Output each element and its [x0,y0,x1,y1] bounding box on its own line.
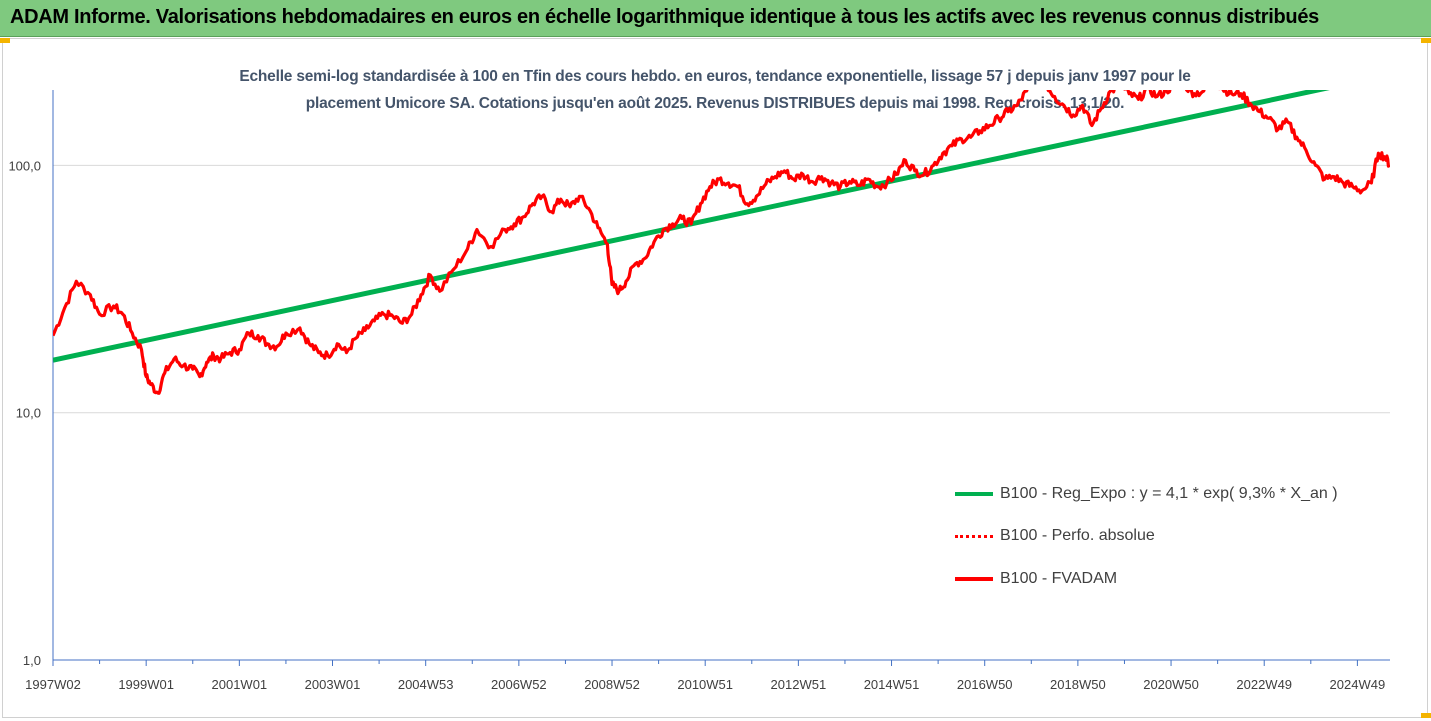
legend-swatch-regression [955,492,993,496]
legend-label-perfo: B100 - Perfo. absolue [1000,527,1155,544]
x-tick-label-14: 2024W49 [1330,677,1386,692]
y-tick-label-1: 10,0 [16,406,41,421]
legend-swatch-perfo [955,534,993,538]
x-tick-label-4: 2004W53 [398,677,454,692]
legend-swatch-fvadam [955,577,993,581]
x-tick-label-13: 2022W49 [1236,677,1292,692]
x-tick-label-8: 2012W51 [771,677,827,692]
x-tick-label-9: 2014W51 [864,677,920,692]
corner-marker-bottom-right [1421,713,1431,718]
legend-label-fvadam: B100 - FVADAM [1000,570,1118,587]
legend-item-regression: B100 - Reg_Expo : y = 4,1 * exp( 9,3% * … [955,483,1338,505]
chart-frame [2,38,1428,718]
x-tick-label-10: 2016W50 [957,677,1013,692]
legend-label-regression: B100 - Reg_Expo : y = 4,1 * exp( 9,3% * … [1000,485,1338,502]
legend-item-fvadam: B100 - FVADAM [955,568,1117,590]
header-banner: ADAM Informe. Valorisations hebdomadaire… [0,0,1431,37]
series-line-regression [53,90,1330,363]
x-tick-label-1: 1999W01 [118,677,174,692]
x-tick-label-12: 2020W50 [1143,677,1199,692]
x-tick-label-3: 2003W01 [305,677,361,692]
x-tick-label-7: 2010W51 [677,677,733,692]
x-tick-label-5: 2006W52 [491,677,547,692]
corner-marker-top-left [0,38,10,43]
y-tick-label-0: 1,0 [23,653,41,668]
y-tick-label-2: 100,0 [8,158,41,173]
corner-marker-top-right [1421,38,1431,43]
series-line-fvadam [53,90,1390,395]
legend-item-perfo: B100 - Perfo. absolue [955,525,1155,547]
x-tick-label-2: 2001W01 [212,677,268,692]
header-title: ADAM Informe. Valorisations hebdomadaire… [10,6,1319,28]
x-tick-label-0: 1997W02 [25,677,81,692]
chart-subtitle-line-1: Echelle semi-log standardisée à 100 en T… [239,68,1191,85]
x-tick-label-11: 2018W50 [1050,677,1106,692]
chart-subtitle: Echelle semi-log standardisée à 100 en T… [150,63,1280,117]
chart-subtitle-line-2: placement Umicore SA. Cotations jusqu'en… [305,95,1125,112]
x-tick-label-6: 2008W52 [584,677,640,692]
